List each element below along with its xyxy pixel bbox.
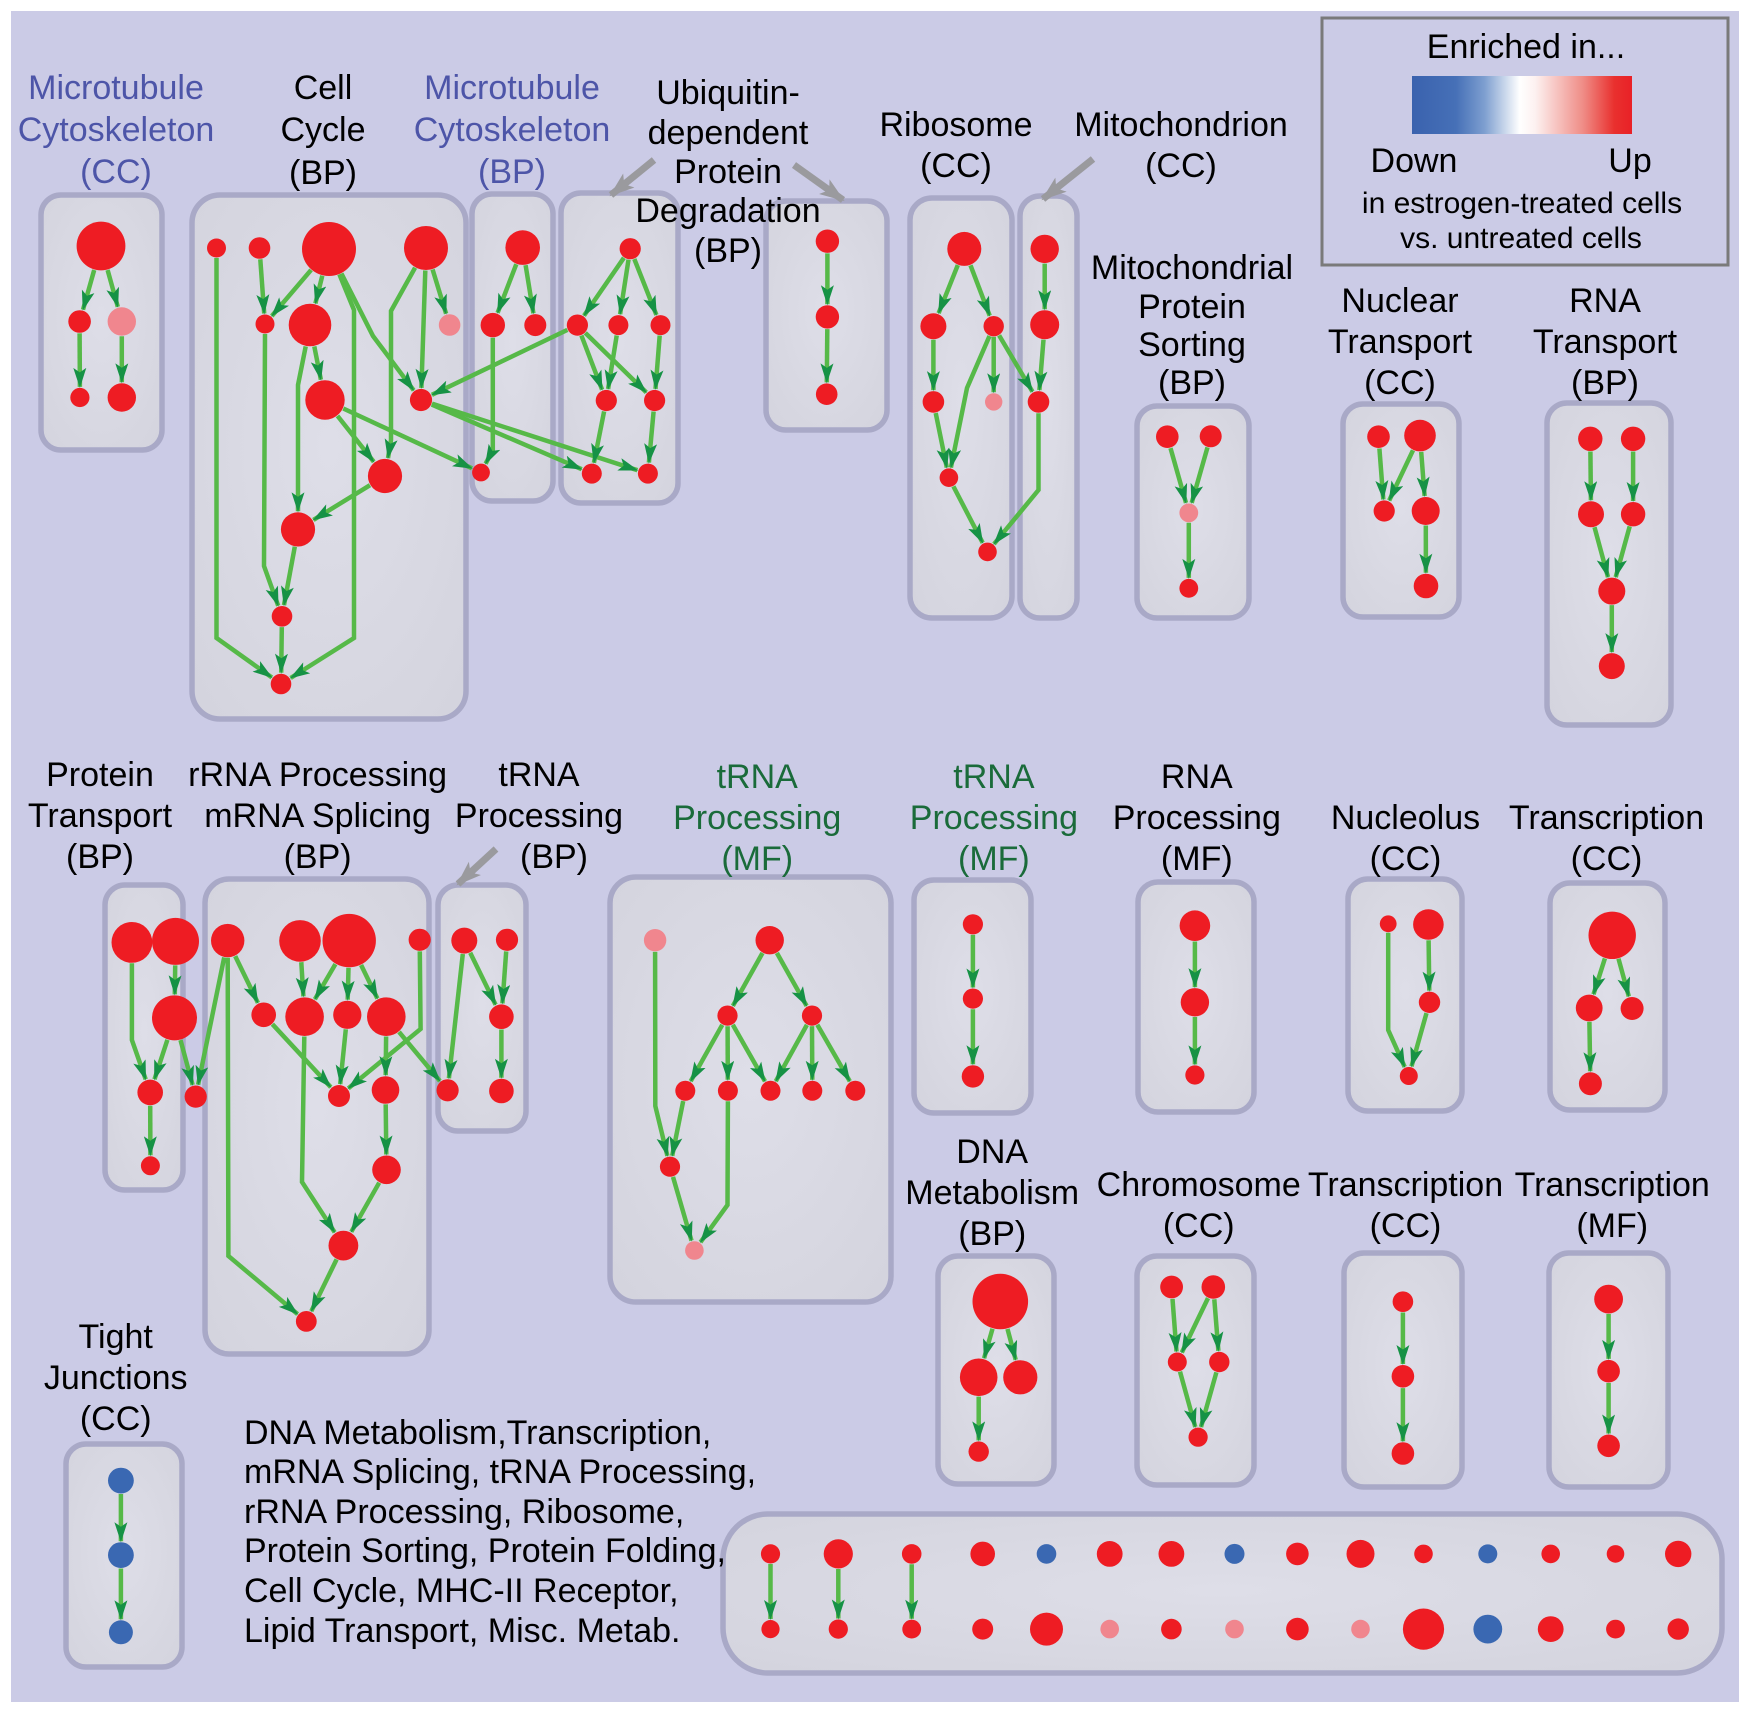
svg-text:(CC): (CC) [1571, 840, 1643, 878]
svg-text:Cell Cycle, MHC-II Receptor,: Cell Cycle, MHC-II Receptor, [244, 1572, 679, 1610]
svg-text:DNA Metabolism,Transcription,: DNA Metabolism,Transcription, [244, 1414, 711, 1452]
svg-text:Tight: Tight [79, 1318, 154, 1356]
svg-text:Protein: Protein [46, 756, 154, 794]
svg-text:Down: Down [1371, 142, 1458, 180]
svg-text:Metabolism: Metabolism [905, 1174, 1079, 1212]
svg-text:Mitochondrial: Mitochondrial [1091, 249, 1293, 287]
svg-text:Transport: Transport [28, 797, 173, 835]
svg-text:Microtubule: Microtubule [28, 69, 204, 107]
svg-text:Up: Up [1608, 142, 1651, 180]
svg-text:rRNA Processing: rRNA Processing [188, 756, 447, 794]
svg-text:Cytoskeleton: Cytoskeleton [414, 111, 611, 149]
svg-text:Microtubule: Microtubule [424, 69, 600, 107]
svg-text:Cytoskeleton: Cytoskeleton [18, 111, 215, 149]
svg-text:Transport: Transport [1533, 323, 1678, 361]
svg-text:Transcription: Transcription [1308, 1166, 1503, 1204]
svg-text:RNA: RNA [1161, 758, 1233, 796]
svg-text:(BP): (BP) [284, 838, 352, 876]
svg-text:(CC): (CC) [80, 1400, 152, 1438]
svg-text:tRNA: tRNA [953, 758, 1035, 796]
svg-text:Transcription: Transcription [1515, 1166, 1710, 1204]
svg-text:(CC): (CC) [920, 147, 992, 185]
svg-text:Protein Sorting, Protein Foldi: Protein Sorting, Protein Folding, [244, 1532, 726, 1570]
svg-text:Mitochondrion: Mitochondrion [1074, 106, 1288, 144]
svg-text:(MF): (MF) [1576, 1207, 1648, 1245]
svg-text:Cycle: Cycle [280, 111, 365, 149]
svg-text:Degradation: Degradation [635, 192, 820, 230]
svg-text:Enriched in...: Enriched in... [1427, 28, 1625, 66]
svg-text:Cell: Cell [294, 69, 353, 107]
svg-text:Transcription: Transcription [1509, 799, 1704, 837]
svg-text:Chromosome: Chromosome [1097, 1166, 1301, 1204]
svg-text:(MF): (MF) [958, 840, 1030, 878]
svg-text:in estrogen-treated cells: in estrogen-treated cells [1362, 187, 1682, 220]
svg-text:(CC): (CC) [1370, 840, 1442, 878]
svg-text:Junctions: Junctions [44, 1359, 188, 1397]
svg-text:mRNA Splicing: mRNA Splicing [204, 797, 431, 835]
svg-text:Processing: Processing [1113, 799, 1281, 837]
svg-text:Protein: Protein [1138, 288, 1246, 326]
svg-text:Processing: Processing [910, 799, 1078, 837]
svg-text:mRNA Splicing, tRNA Processing: mRNA Splicing, tRNA Processing, [244, 1453, 756, 1491]
svg-text:Nuclear: Nuclear [1341, 282, 1458, 320]
svg-text:(CC): (CC) [80, 153, 152, 191]
svg-text:tRNA: tRNA [717, 758, 799, 796]
svg-text:(BP): (BP) [478, 153, 546, 191]
svg-text:DNA: DNA [956, 1133, 1028, 1171]
svg-text:(BP): (BP) [520, 838, 588, 876]
svg-text:(BP): (BP) [694, 232, 762, 270]
svg-text:(MF): (MF) [1161, 840, 1233, 878]
svg-text:(CC): (CC) [1370, 1207, 1442, 1245]
svg-text:(BP): (BP) [958, 1215, 1026, 1253]
svg-text:(BP): (BP) [1158, 364, 1226, 402]
svg-text:(CC): (CC) [1364, 364, 1436, 402]
svg-text:Transport: Transport [1328, 323, 1473, 361]
svg-text:Protein: Protein [674, 153, 782, 191]
svg-text:Sorting: Sorting [1138, 326, 1246, 364]
svg-text:tRNA: tRNA [498, 756, 580, 794]
svg-text:Nucleolus: Nucleolus [1331, 799, 1480, 837]
svg-text:Ribosome: Ribosome [879, 106, 1032, 144]
svg-text:(BP): (BP) [1571, 364, 1639, 402]
svg-text:(MF): (MF) [721, 840, 793, 878]
svg-text:Processing: Processing [673, 799, 841, 837]
svg-text:(BP): (BP) [289, 154, 357, 192]
svg-text:rRNA Processing, Ribosome,: rRNA Processing, Ribosome, [244, 1493, 684, 1531]
svg-text:Lipid Transport, Misc. Metab.: Lipid Transport, Misc. Metab. [244, 1612, 681, 1650]
svg-text:RNA: RNA [1569, 282, 1641, 320]
svg-text:vs. untreated cells: vs. untreated cells [1400, 222, 1642, 255]
svg-text:Processing: Processing [455, 797, 623, 835]
svg-text:(BP): (BP) [66, 838, 134, 876]
svg-text:Ubiquitin-: Ubiquitin- [656, 74, 800, 112]
svg-text:(CC): (CC) [1163, 1207, 1235, 1245]
svg-text:dependent: dependent [648, 114, 809, 152]
svg-text:(CC): (CC) [1145, 147, 1217, 185]
